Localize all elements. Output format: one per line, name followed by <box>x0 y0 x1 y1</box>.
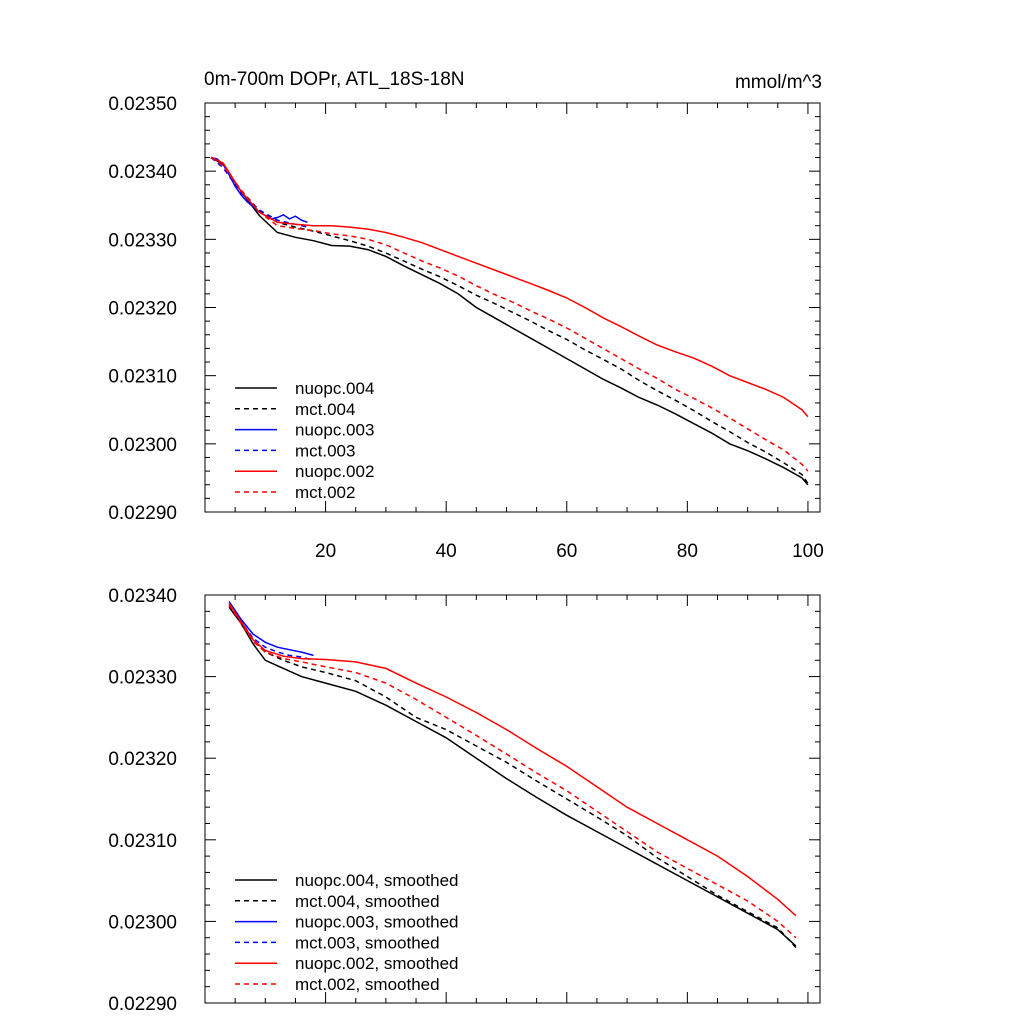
series-line-1 <box>228 606 797 947</box>
y-tick-label: 0.02350 <box>108 94 177 115</box>
y-tick-label: 0.02300 <box>108 912 177 933</box>
series-line-6 <box>210 156 809 472</box>
legend-label: mct.002 <box>295 483 355 502</box>
series-line-2 <box>210 156 809 484</box>
chart-title: 0m-700m DOPr, ATL_18S-18N <box>204 69 464 90</box>
y-tick-label: 0.02340 <box>108 586 177 607</box>
series-line-2 <box>228 605 797 949</box>
legend-label: mct.003, smoothed <box>295 933 440 952</box>
units-label: mmol/m^3 <box>735 72 822 93</box>
legend-label: nuopc.003 <box>295 421 374 440</box>
x-tick-label: 80 <box>677 541 698 562</box>
series-line-3 <box>228 601 314 657</box>
y-tick-label: 0.02310 <box>108 367 177 388</box>
y-tick-label: 0.02340 <box>108 162 177 183</box>
legend-label: nuopc.002, smoothed <box>295 954 459 973</box>
x-tick-label: 60 <box>556 541 577 562</box>
legend-label: nuopc.003, smoothed <box>295 913 459 932</box>
legend-label: mct.002, smoothed <box>295 975 440 994</box>
y-tick-label: 0.02330 <box>108 230 177 251</box>
x-tick-label: 100 <box>792 541 824 562</box>
legend-label: nuopc.004, smoothed <box>295 871 459 890</box>
bottom-panel: 0.02290 0.02300 0.02310 0.02320 0.02330 0.023… <box>108 586 821 1015</box>
plot-frame <box>204 594 821 1004</box>
series-line-5 <box>210 156 809 418</box>
y-tick-label: 0.02290 <box>108 503 177 524</box>
legend-label: nuopc.004 <box>295 379 374 398</box>
series-line-1 <box>210 156 809 486</box>
top-panel: 0.02290 0.02300 0.02310 0.02320 0.02330 0.023… <box>108 94 823 562</box>
legend-label: mct.004 <box>295 400 355 419</box>
legend-label: nuopc.002 <box>295 462 374 481</box>
series-line-6 <box>228 604 797 939</box>
y-tick-label: 0.02320 <box>108 299 177 320</box>
y-tick-label: 0.02310 <box>108 831 177 852</box>
legend-label: mct.003 <box>295 441 355 460</box>
x-tick-label: 40 <box>436 541 457 562</box>
y-tick-label: 0.02290 <box>108 994 177 1015</box>
y-tick-label: 0.02320 <box>108 749 177 770</box>
series-line-4 <box>228 602 314 662</box>
legend-label: mct.004, smoothed <box>295 892 440 911</box>
x-tick-label: 20 <box>315 541 336 562</box>
y-tick-label: 0.02330 <box>108 668 177 689</box>
series-line-5 <box>228 602 797 917</box>
y-tick-label: 0.02300 <box>108 435 177 456</box>
